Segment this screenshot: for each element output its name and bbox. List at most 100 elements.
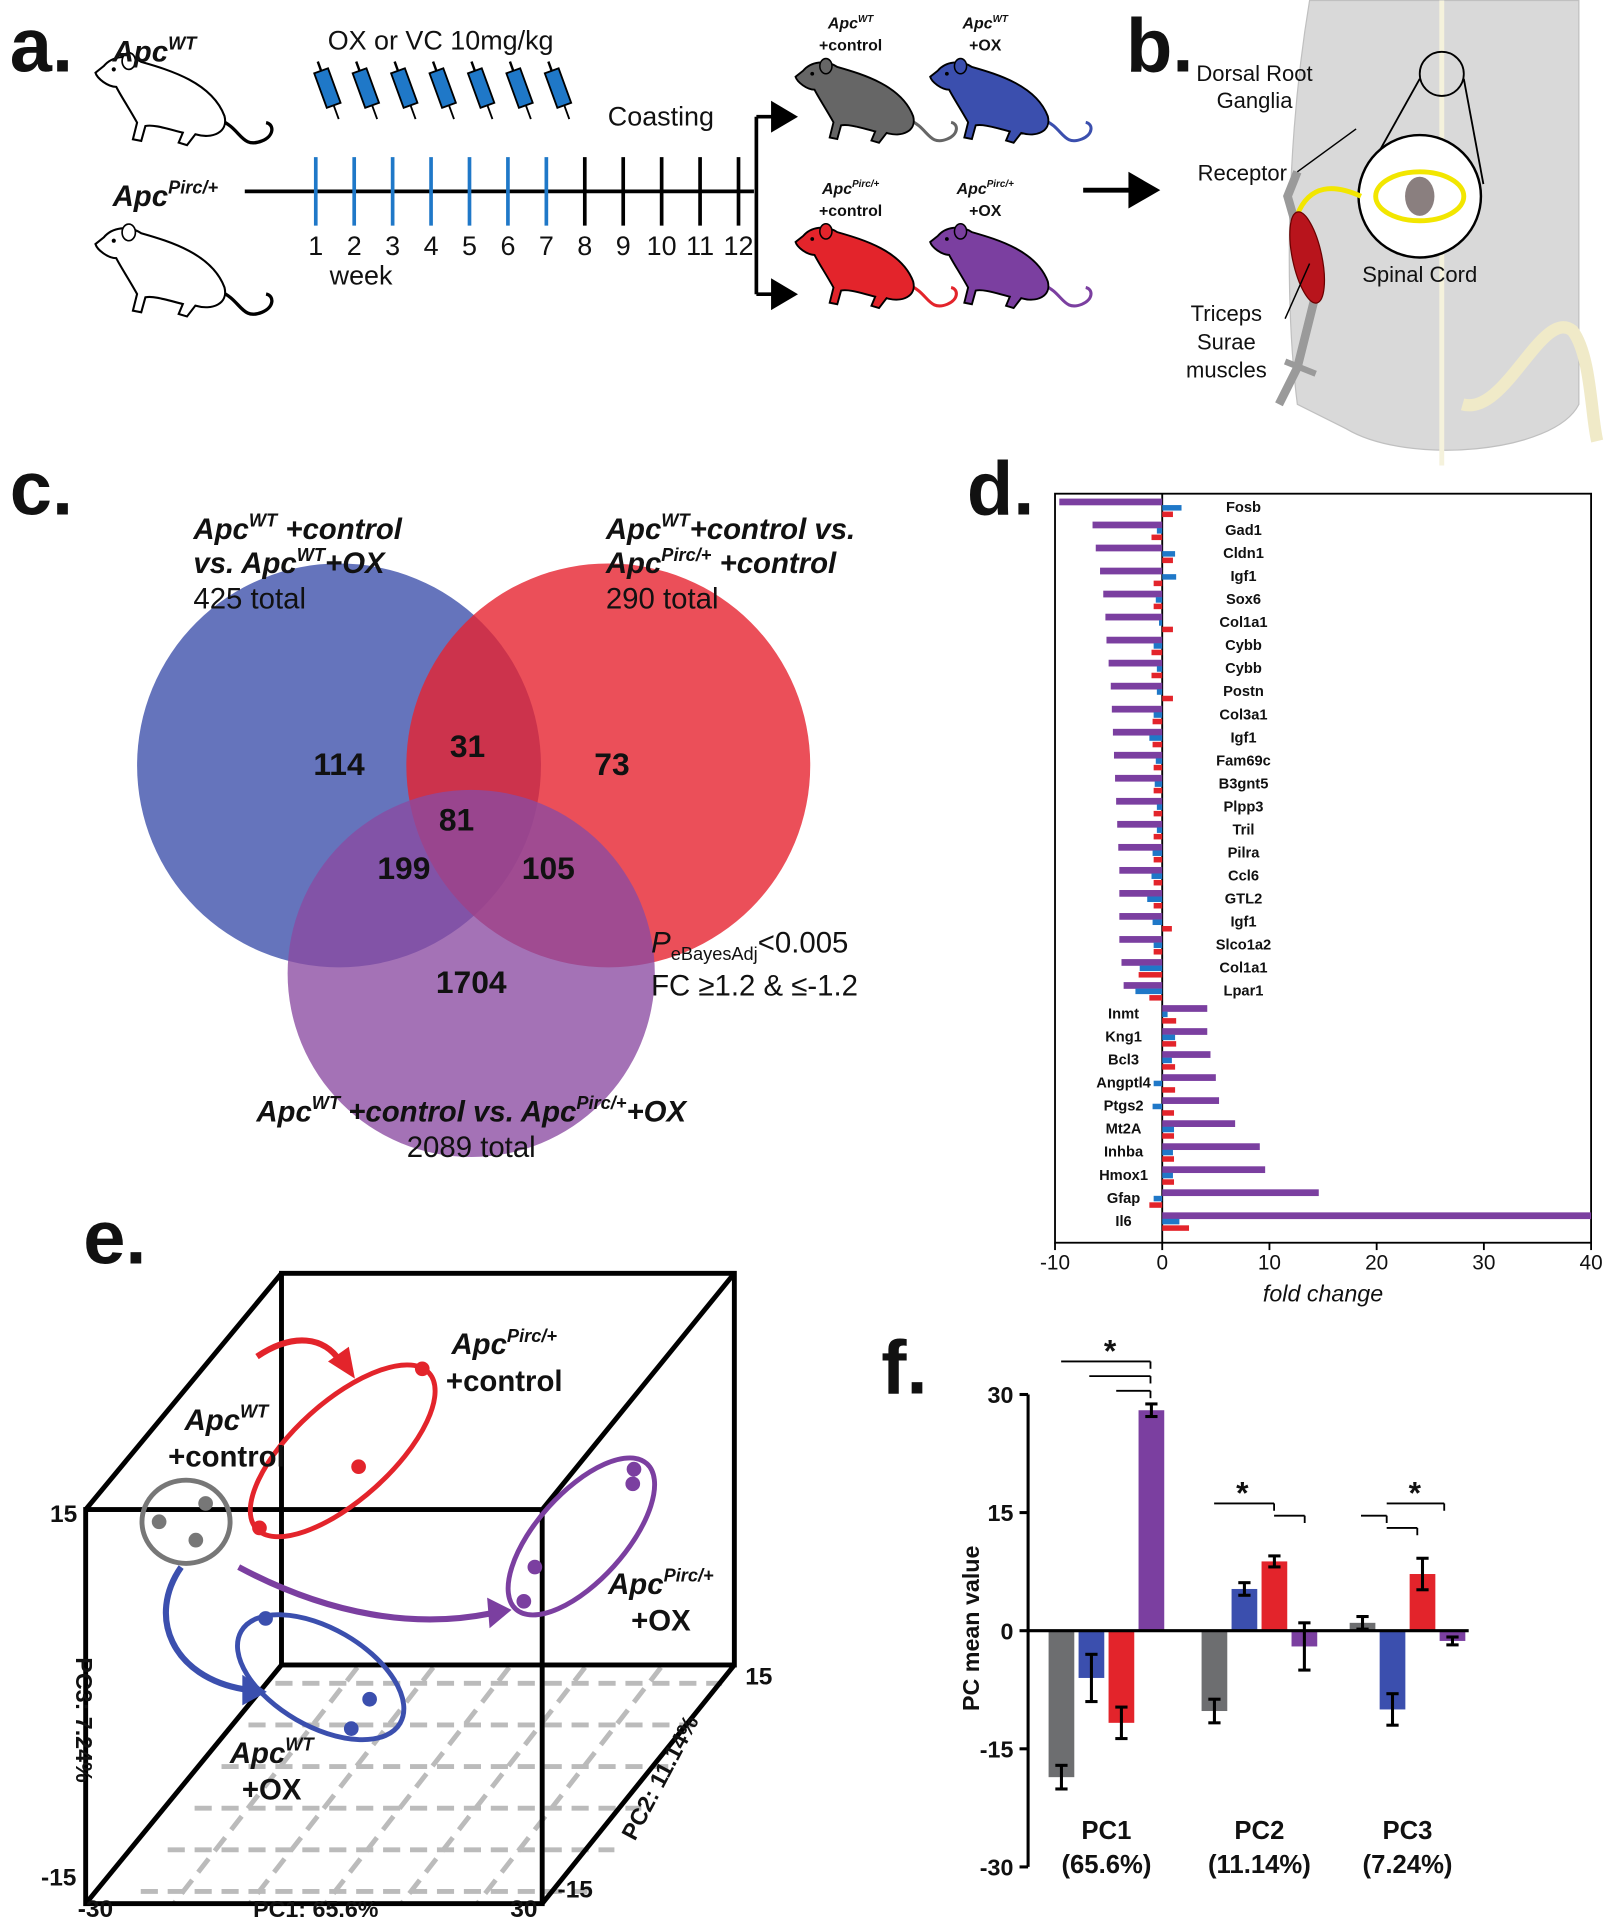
axis-tick-label: 15 [50,1501,77,1528]
bar [1113,751,1163,759]
bar [1118,843,1163,851]
set-total: 425 total [193,583,306,616]
text-segment: Apc [450,1328,506,1361]
axis-tick-label: -15 [41,1864,76,1891]
outcome-label: ApcPirc/+ [821,179,879,198]
cluster-ellipse [235,1612,407,1743]
axis-label: PC1: 65.6% [253,1896,379,1920]
category-label: Il6 [1115,1214,1131,1230]
nerve [1295,186,1363,216]
bar [1112,728,1163,736]
rat-tail [219,118,274,145]
syringe-barrel [389,67,419,109]
spinal-grey-matter [1405,176,1435,216]
sample-dot [252,1520,267,1536]
cube-edge [540,1271,737,1512]
outcome-label: ApcWT [962,14,1009,33]
bar [1153,712,1163,718]
treatment-label: OX or VC 10mg/kg [328,25,554,55]
stats-label: PeBayesAdj<0.005 [651,927,848,964]
syringe-barrel [313,67,342,109]
axis-tick-label: 30 [510,1896,537,1920]
outcome-label: +control [819,38,882,55]
bar [1153,942,1163,949]
syringe-needle [371,104,378,120]
bar [1201,1630,1228,1712]
arrow-head [328,1346,355,1379]
bar [1121,959,1163,966]
text-segment: WT [285,1735,315,1755]
syringe-plunger [393,61,400,72]
bar [1162,926,1172,932]
text-segment: Apc [605,547,661,580]
outcome-label: ApcPirc/+ [956,179,1014,198]
text-segment: Apc [956,181,987,198]
bar [1117,820,1163,828]
category-label: Ptgs2 [1104,1099,1144,1115]
error-bar [1386,1692,1399,1727]
text-segment: +control [277,513,403,546]
sample-dot [351,1459,366,1475]
cluster-ellipse [139,1477,233,1566]
bar [1100,567,1163,575]
bar [1162,1179,1175,1185]
week-number: 4 [424,231,439,261]
anatomy-label: Dorsal Root [1196,61,1312,86]
syringe-icon [505,61,534,120]
syringe-icon [389,61,419,120]
x-tick-label: 40 [1580,1252,1603,1275]
week-number: 6 [500,231,515,261]
bar [1151,534,1163,541]
bar [1153,580,1163,587]
cube-back [279,1270,737,1668]
text-segment: WT [168,33,198,53]
category-label: Fosb [1226,500,1261,516]
x-tick-label: PC2 [1234,1817,1284,1845]
category-label: Mt2A [1106,1122,1142,1138]
bar [1162,551,1176,557]
category-label: Igf1 [1230,914,1256,930]
category-label: Plpp3 [1224,799,1264,815]
rat-body [929,226,1050,310]
category-label: Bcl3 [1108,1053,1139,1069]
pointer-line [1296,128,1357,173]
error-bar [1055,1763,1068,1791]
bar [1162,1120,1236,1127]
venn-set [287,789,655,1158]
set-total: 290 total [606,583,719,616]
bar [1162,1133,1175,1139]
sample-dot [258,1611,273,1626]
category-label: Col1a1 [1219,961,1267,977]
text-segment: Apc [607,1568,663,1601]
bar [1162,695,1173,702]
bar [1162,1087,1176,1093]
bar [1151,649,1163,656]
bar [1048,1630,1075,1778]
x-tick-label: 30 [1472,1252,1495,1275]
dorsal-root-ganglion [1373,169,1467,224]
week-label: week [329,260,393,290]
syringe-plunger [431,61,438,72]
text-segment: vs. Apc [193,547,296,580]
text-segment: Apc [229,1737,285,1770]
cluster-ellipse [505,1455,658,1618]
rat-ear [819,223,833,240]
bar [1162,1212,1592,1220]
bar [1162,1218,1180,1225]
floor-grid [247,1665,436,1906]
bar [1111,705,1163,713]
cluster-label: +control [446,1365,563,1398]
outcome-label: +OX [969,203,1002,220]
text-segment: Pirc/+ [168,178,218,198]
text-segment: Pirc/+ [661,545,711,565]
cluster-label: +OX [242,1774,302,1807]
bar [1151,873,1163,879]
rat-ear [819,57,833,75]
bar [1162,1189,1319,1197]
category-label: Cybb [1225,661,1262,677]
group-label: ApcWT [112,33,199,68]
bar [1159,620,1163,626]
y-axis-label: PC mean value [958,1545,984,1710]
syringe-icon [466,61,496,120]
